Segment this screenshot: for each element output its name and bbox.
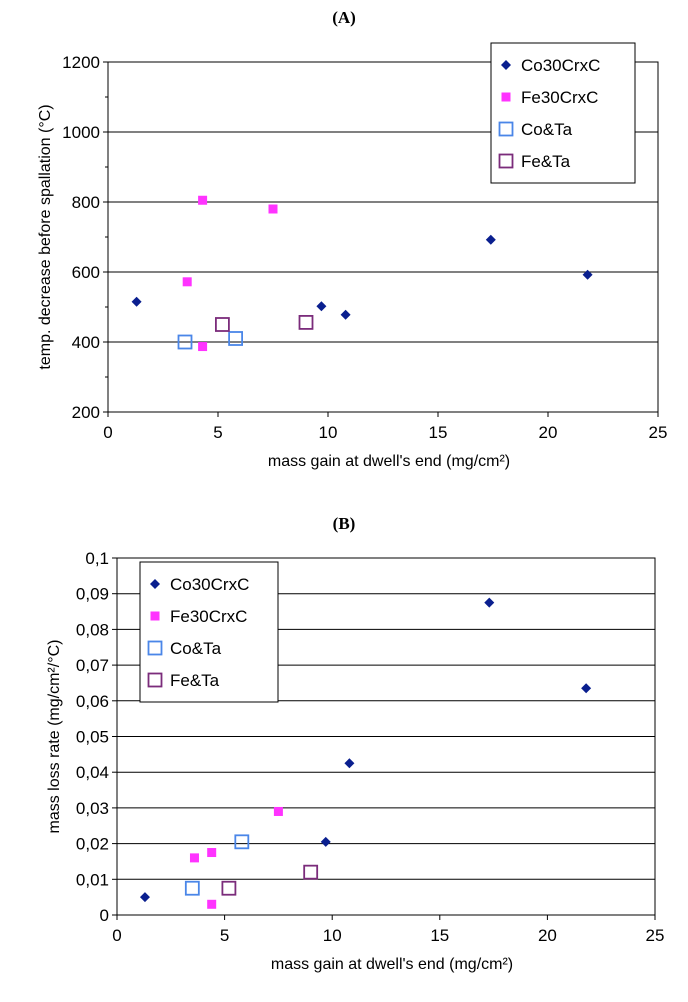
a-x-tick-label: 5 (213, 423, 222, 442)
b-legend-label: Fe&Ta (170, 671, 220, 690)
b-y-tick-label: 0,03 (76, 799, 109, 818)
a-legend-marker-co30crxc (501, 60, 511, 70)
b-x-tick-label: 10 (323, 926, 342, 945)
a-x-tick-label: 25 (649, 423, 668, 442)
chart-b: 0 0,01 0,02 0,03 0,04 0,05 0,06 0,07 0,08 0,09 0,1… (46, 549, 665, 973)
a-y-tick-label: 400 (72, 333, 100, 352)
a-legend-label: Co30CrxC (521, 56, 600, 75)
b-point-fe30crxc (189, 853, 199, 863)
a-legend-label: Co&Ta (521, 120, 573, 139)
b-legend-box (139, 561, 279, 703)
b-point-fe-ta (221, 880, 237, 896)
b-y-tick-label: 0,09 (76, 585, 109, 604)
a-x-tick-label: 15 (429, 423, 448, 442)
a-point-co30crxc (316, 301, 327, 312)
b-legend-marker-co-ta (147, 640, 163, 656)
a-legend-marker-fe-ta (498, 153, 514, 169)
b-legend-marker-fe30crxc (150, 611, 160, 621)
a-point-fe30crxc (268, 204, 278, 214)
a-point-fe-ta (214, 317, 230, 332)
a-legend-marker-fe30crxc (501, 92, 511, 102)
a-point-fe30crxc (198, 342, 208, 352)
b-legend-label: Co&Ta (170, 639, 222, 658)
b-y-tick-label: 0,02 (76, 835, 109, 854)
b-point-co30crxc (581, 683, 592, 694)
b-y-tick-label: 0 (100, 906, 109, 925)
a-point-co30crxc (485, 234, 496, 245)
a-y-axis-title: temp. decrease before spallation (°C) (37, 104, 54, 369)
b-y-tick-label: 0,07 (76, 656, 109, 675)
b-point-fe30crxc (273, 806, 283, 816)
b-point-co30crxc (139, 892, 150, 903)
b-legend-marker-fe-ta (147, 672, 163, 688)
b-x-axis-title: mass gain at dwell's end (mg/cm²) (271, 956, 513, 973)
b-point-fe30crxc (207, 848, 217, 858)
a-y-tick-label: 800 (72, 193, 100, 212)
a-point-co30crxc (582, 269, 593, 280)
b-point-co30crxc (320, 836, 331, 847)
b-x-tick-label: 15 (430, 926, 449, 945)
a-x-tick-label: 20 (539, 423, 558, 442)
b-point-co-ta (184, 880, 200, 896)
a-y-tick-label: 1000 (62, 123, 100, 142)
b-legend-label: Fe30CrxC (170, 607, 247, 626)
a-point-fe30crxc (182, 277, 192, 287)
b-y-tick-label: 0,08 (76, 620, 109, 639)
a-x-axis-title: mass gain at dwell's end (mg/cm²) (268, 453, 510, 470)
panel-b-label: (B) (332, 514, 356, 533)
b-point-fe30crxc (207, 899, 217, 909)
a-legend-box (490, 42, 636, 184)
b-point-fe-ta (303, 864, 319, 880)
panel-a-label: (A) (332, 8, 356, 27)
b-point-co30crxc (344, 758, 355, 769)
a-y-tick-label: 1200 (62, 53, 100, 72)
a-legend-label: Fe&Ta (521, 152, 571, 171)
a-y-tick-label: 200 (72, 403, 100, 422)
b-y-axis-title: mass loss rate (mg/cm²/°C) (46, 640, 63, 834)
chart-a: 200 400 600 800 1000 1200 0 5 10 15 20 25 mass gain … (37, 42, 668, 470)
a-y-tick-label: 600 (72, 263, 100, 282)
a-point-co-ta (177, 334, 193, 350)
b-x-tick-label: 5 (220, 926, 229, 945)
a-x-tick-label: 0 (103, 423, 112, 442)
b-y-tick-label: 0,1 (85, 549, 109, 568)
a-point-fe-ta (298, 314, 314, 330)
b-legend-marker-co30crxc (150, 579, 160, 589)
a-point-fe30crxc (198, 195, 208, 205)
b-y-tick-label: 0,06 (76, 692, 109, 711)
a-legend-label: Fe30CrxC (521, 88, 598, 107)
b-point-co30crxc (484, 597, 495, 608)
b-x-tick-label: 25 (646, 926, 665, 945)
a-point-co30crxc (131, 296, 142, 307)
b-x-tick-label: 0 (112, 926, 121, 945)
b-y-tick-label: 0,04 (76, 763, 109, 782)
a-legend-marker-co-ta (498, 121, 514, 137)
a-point-co-ta (228, 331, 244, 346)
b-point-co-ta (234, 834, 250, 850)
b-legend-label: Co30CrxC (170, 575, 249, 594)
a-point-co30crxc (340, 309, 351, 320)
b-y-tick-label: 0,01 (76, 870, 109, 889)
b-x-tick-label: 20 (538, 926, 557, 945)
a-x-tick-label: 10 (319, 423, 338, 442)
b-y-tick-label: 0,05 (76, 728, 109, 747)
